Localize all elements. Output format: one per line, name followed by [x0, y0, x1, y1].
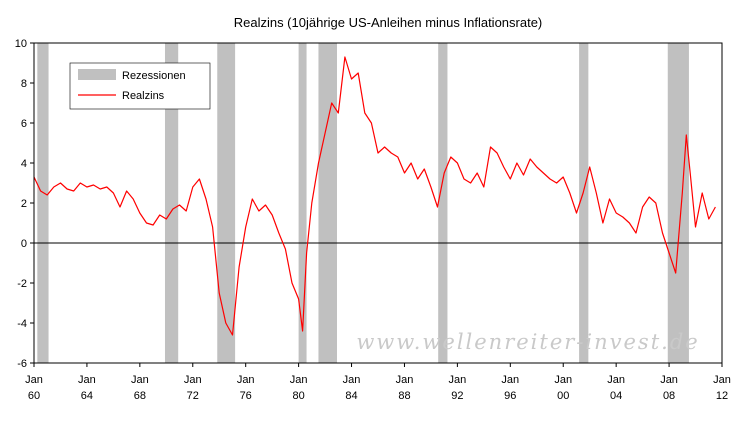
x-tick-month: Jan [501, 374, 519, 386]
x-tick-year: 76 [240, 390, 252, 402]
legend-label-0: Rezessionen [122, 70, 186, 82]
y-tick-label: 10 [15, 38, 27, 50]
x-tick-month: Jan [290, 374, 308, 386]
recession-band-4 [318, 43, 337, 363]
recession-band-1 [164, 43, 179, 363]
recession-band-7 [667, 43, 689, 363]
x-tick-year: 60 [28, 390, 40, 402]
x-tick-month: Jan [25, 374, 43, 386]
x-tick-year: 12 [716, 390, 728, 402]
y-tick-label: 4 [21, 158, 27, 170]
x-tick-year: 80 [292, 390, 304, 402]
plot-area: www.wellenreiter-invest.de1086420-2-4-6J… [15, 38, 731, 402]
x-tick-month: Jan [184, 374, 202, 386]
x-tick-year: 92 [451, 390, 463, 402]
x-tick-month: Jan [554, 374, 572, 386]
x-tick-month: Jan [607, 374, 625, 386]
y-tick-label: 6 [21, 118, 27, 130]
recession-band-0 [37, 43, 49, 363]
y-tick-label: -4 [17, 318, 27, 330]
x-tick-month: Jan [237, 374, 255, 386]
recession-band-3 [298, 43, 307, 363]
legend-swatch-rezessionen [78, 69, 116, 80]
x-tick-month: Jan [449, 374, 467, 386]
x-tick-year: 96 [504, 390, 516, 402]
y-tick-label: 2 [21, 198, 27, 210]
x-tick-year: 64 [81, 390, 93, 402]
x-tick-month: Jan [343, 374, 361, 386]
x-tick-year: 04 [610, 390, 622, 402]
x-tick-month: Jan [713, 374, 731, 386]
y-tick-label: 0 [21, 238, 27, 250]
watermark: www.wellenreiter-invest.de [356, 330, 699, 354]
legend-label-1: Realzins [122, 90, 165, 102]
recession-band-5 [438, 43, 448, 363]
x-tick-month: Jan [131, 374, 149, 386]
y-tick-label: -2 [17, 278, 27, 290]
x-tick-year: 88 [398, 390, 410, 402]
x-tick-year: 08 [663, 390, 675, 402]
chart-title: Realzins (10jährige US-Anleihen minus In… [234, 15, 543, 30]
y-tick-label: -6 [17, 358, 27, 370]
x-tick-month: Jan [78, 374, 96, 386]
recession-band-2 [217, 43, 236, 363]
x-tick-year: 68 [134, 390, 146, 402]
x-tick-year: 00 [557, 390, 569, 402]
x-tick-year: 72 [187, 390, 199, 402]
recession-band-6 [579, 43, 589, 363]
y-tick-label: 8 [21, 78, 27, 90]
x-tick-year: 84 [345, 390, 357, 402]
x-tick-month: Jan [396, 374, 414, 386]
x-tick-month: Jan [660, 374, 678, 386]
series-line-realzins [33, 56, 716, 336]
